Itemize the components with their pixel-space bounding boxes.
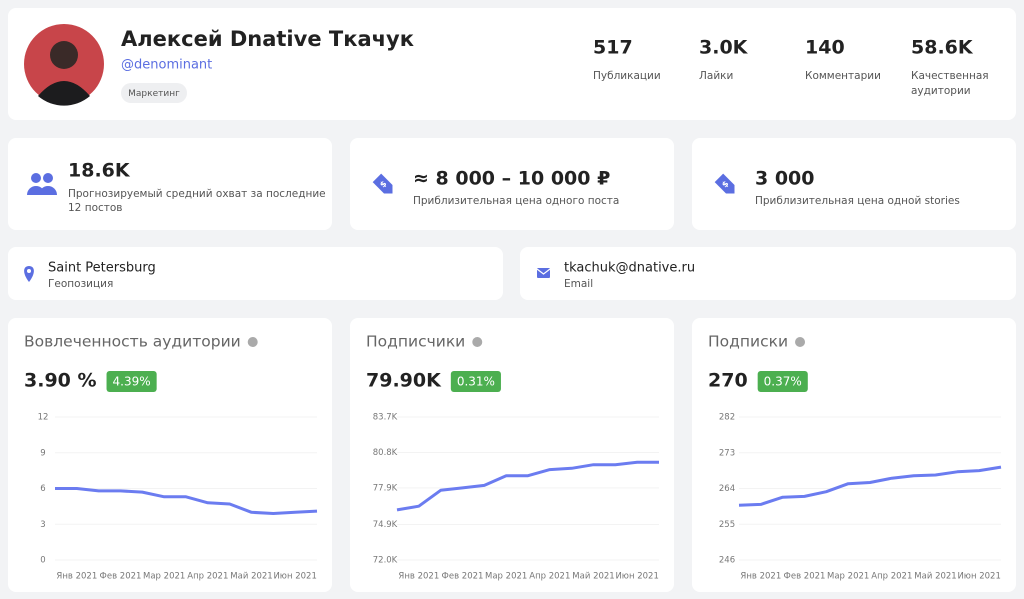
current-value: 79.90K bbox=[366, 370, 442, 392]
x-tick-label: Мар 2021 bbox=[143, 572, 185, 582]
x-tick-label: Июн 2021 bbox=[273, 572, 316, 582]
x-tick-label: Фев 2021 bbox=[784, 572, 826, 582]
chart-title: Подписки bbox=[708, 333, 788, 351]
y-tick-label: 77.9K bbox=[373, 483, 398, 493]
svg-text:$: $ bbox=[378, 179, 389, 190]
y-tick-label: 273 bbox=[719, 448, 735, 458]
y-tick-label: 12 bbox=[38, 413, 49, 423]
avatar bbox=[24, 24, 104, 106]
help-icon[interactable] bbox=[472, 337, 483, 347]
x-tick-label: Фев 2021 bbox=[442, 572, 484, 582]
metric-card bbox=[350, 138, 674, 230]
x-tick-label: Июн 2021 bbox=[615, 572, 658, 582]
x-tick-label: Май 2021 bbox=[572, 572, 614, 582]
x-tick-label: Апр 2021 bbox=[871, 572, 912, 582]
stat-label: Лайки bbox=[699, 70, 733, 82]
stat-value: 3.0K bbox=[699, 37, 749, 59]
stat-label: аудитории bbox=[911, 85, 971, 97]
x-tick-label: Май 2021 bbox=[914, 572, 956, 582]
stat-value: 140 bbox=[805, 37, 845, 59]
x-tick-label: Янв 2021 bbox=[398, 572, 439, 582]
tag: Маркетинг bbox=[128, 89, 180, 99]
x-tick-label: Мар 2021 bbox=[485, 572, 527, 582]
change-badge bbox=[757, 371, 808, 392]
profile-name: Алексей Dnative Ткачук bbox=[121, 27, 414, 51]
chart-title: Подписчики bbox=[366, 333, 465, 351]
line bbox=[55, 487, 318, 515]
line bbox=[396, 460, 659, 512]
y-tick-label: 3 bbox=[40, 520, 45, 530]
tag-pill bbox=[121, 83, 187, 103]
help-icon[interactable] bbox=[247, 337, 258, 347]
location-icon bbox=[24, 266, 34, 282]
email-icon bbox=[536, 268, 551, 278]
y-tick-label: 80.8K bbox=[373, 448, 398, 458]
x-tick-label: Апр 2021 bbox=[529, 572, 570, 582]
svg-text:$: $ bbox=[720, 179, 731, 190]
profile-card bbox=[8, 8, 1016, 120]
y-tick-label: 72.0K bbox=[373, 556, 398, 566]
change-value: 0.37% bbox=[764, 375, 802, 389]
stat-value: 517 bbox=[593, 37, 633, 59]
chart-card bbox=[692, 318, 1016, 592]
x-tick-label: Янв 2021 bbox=[56, 572, 97, 582]
y-tick-label: 264 bbox=[719, 484, 735, 494]
x-tick-label: Июн 2021 bbox=[957, 572, 1000, 582]
contact-card bbox=[520, 247, 1016, 300]
contact-caption: Геопозиция bbox=[48, 278, 113, 290]
chart-card bbox=[8, 318, 332, 592]
x-tick-label: Май 2021 bbox=[230, 572, 272, 582]
metric-card bbox=[692, 138, 1016, 230]
y-tick-label: 246 bbox=[719, 556, 735, 566]
stat-label: Комментарии bbox=[805, 70, 881, 82]
metric-value: ≈ 8 000 – 10 000 ₽ bbox=[413, 168, 610, 190]
metric-caption: Приблизительная цена одного поста bbox=[413, 195, 619, 207]
stat-label: Публикации bbox=[593, 70, 661, 82]
y-tick-label: 83.7K bbox=[373, 413, 398, 423]
help-icon[interactable] bbox=[795, 337, 806, 347]
metric-card bbox=[8, 138, 332, 230]
chart-card bbox=[350, 318, 674, 592]
price-icon: $ bbox=[714, 173, 735, 194]
y-tick-label: 0 bbox=[40, 556, 45, 566]
stat-label: Качественная bbox=[911, 70, 989, 82]
current-value: 3.90 % bbox=[24, 370, 97, 392]
contact-value: Saint Petersburg bbox=[48, 261, 156, 276]
metric-caption: 12 постов bbox=[68, 202, 123, 214]
y-tick-label: 255 bbox=[719, 520, 735, 530]
people-icon bbox=[27, 173, 57, 195]
metric-caption: Приблизительная цена одной stories bbox=[755, 195, 960, 207]
y-tick-label: 282 bbox=[719, 413, 735, 423]
change-value: 4.39% bbox=[113, 375, 151, 389]
change-badge bbox=[450, 371, 501, 392]
current-value: 270 bbox=[708, 370, 748, 392]
metric-caption: Прогнозируемый средний охват за последни… bbox=[68, 188, 326, 200]
x-tick-label: Апр 2021 bbox=[187, 572, 228, 582]
change-badge bbox=[106, 371, 157, 392]
metric-value: 3 000 bbox=[755, 168, 815, 190]
stat-value: 58.6K bbox=[911, 37, 974, 59]
change-value: 0.31% bbox=[457, 375, 495, 389]
line bbox=[738, 465, 1002, 507]
y-tick-label: 9 bbox=[40, 448, 45, 458]
profile-handle[interactable]: @denominant bbox=[121, 58, 212, 73]
x-tick-label: Фев 2021 bbox=[100, 572, 142, 582]
contact-value[interactable]: tkachuk@dnative.ru bbox=[564, 261, 695, 276]
chart-title: Вовлеченность аудитории bbox=[24, 333, 241, 351]
contact-card bbox=[8, 247, 503, 300]
price-icon: $ bbox=[372, 173, 393, 194]
metric-value: 18.6K bbox=[68, 160, 131, 182]
contact-caption: Email bbox=[564, 278, 593, 290]
x-tick-label: Мар 2021 bbox=[827, 572, 869, 582]
y-tick-label: 74.9K bbox=[373, 520, 398, 530]
x-tick-label: Янв 2021 bbox=[740, 572, 781, 582]
y-tick-label: 6 bbox=[40, 484, 45, 494]
